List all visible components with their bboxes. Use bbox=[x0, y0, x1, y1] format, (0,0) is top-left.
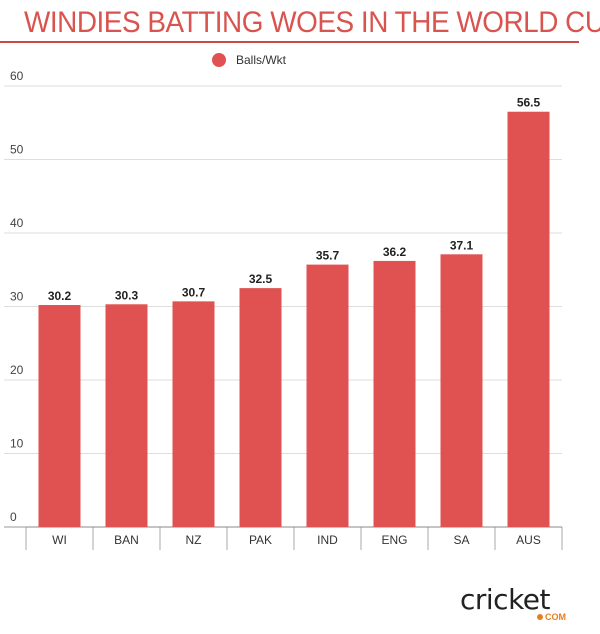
legend: Balls/Wkt bbox=[212, 53, 286, 67]
bar bbox=[239, 288, 282, 527]
data-label: 30.3 bbox=[115, 288, 139, 302]
legend-swatch bbox=[212, 53, 226, 67]
cricket-logo-sub: COM bbox=[537, 612, 566, 622]
data-label: 37.1 bbox=[450, 238, 474, 252]
bar bbox=[306, 264, 349, 527]
x-tick-label: IND bbox=[317, 533, 338, 547]
y-tick-label: 30 bbox=[10, 290, 24, 304]
x-tick-label: NZ bbox=[186, 533, 202, 547]
x-tick-label: AUS bbox=[516, 533, 541, 547]
data-label: 56.5 bbox=[517, 96, 541, 110]
y-tick-label: 60 bbox=[10, 69, 24, 83]
y-tick-label: 50 bbox=[10, 143, 24, 157]
data-label: 36.2 bbox=[383, 245, 407, 259]
cricket-logo: cricket bbox=[460, 583, 551, 616]
data-label: 35.7 bbox=[316, 249, 340, 263]
bar bbox=[373, 260, 416, 527]
chart-title: WINDIES BATTING WOES IN THE WORLD CUP bbox=[24, 6, 600, 39]
data-label: 32.5 bbox=[249, 272, 273, 286]
x-tick-label: BAN bbox=[114, 533, 139, 547]
bar bbox=[172, 301, 215, 527]
data-label: 30.2 bbox=[48, 289, 72, 303]
bar bbox=[440, 254, 483, 527]
x-tick-label: PAK bbox=[249, 533, 272, 547]
bar bbox=[105, 304, 148, 527]
y-tick-label: 20 bbox=[10, 363, 24, 377]
legend-label: Balls/Wkt bbox=[236, 53, 287, 67]
x-tick-label: SA bbox=[453, 533, 469, 547]
x-tick-label: ENG bbox=[381, 533, 407, 547]
bar bbox=[38, 305, 81, 527]
x-tick-label: WI bbox=[52, 533, 67, 547]
y-tick-label: 10 bbox=[10, 437, 24, 451]
y-tick-label: 0 bbox=[10, 510, 17, 524]
title-underline bbox=[0, 41, 579, 43]
data-label: 30.7 bbox=[182, 285, 206, 299]
y-tick-label: 40 bbox=[10, 216, 24, 230]
bar bbox=[507, 111, 550, 527]
